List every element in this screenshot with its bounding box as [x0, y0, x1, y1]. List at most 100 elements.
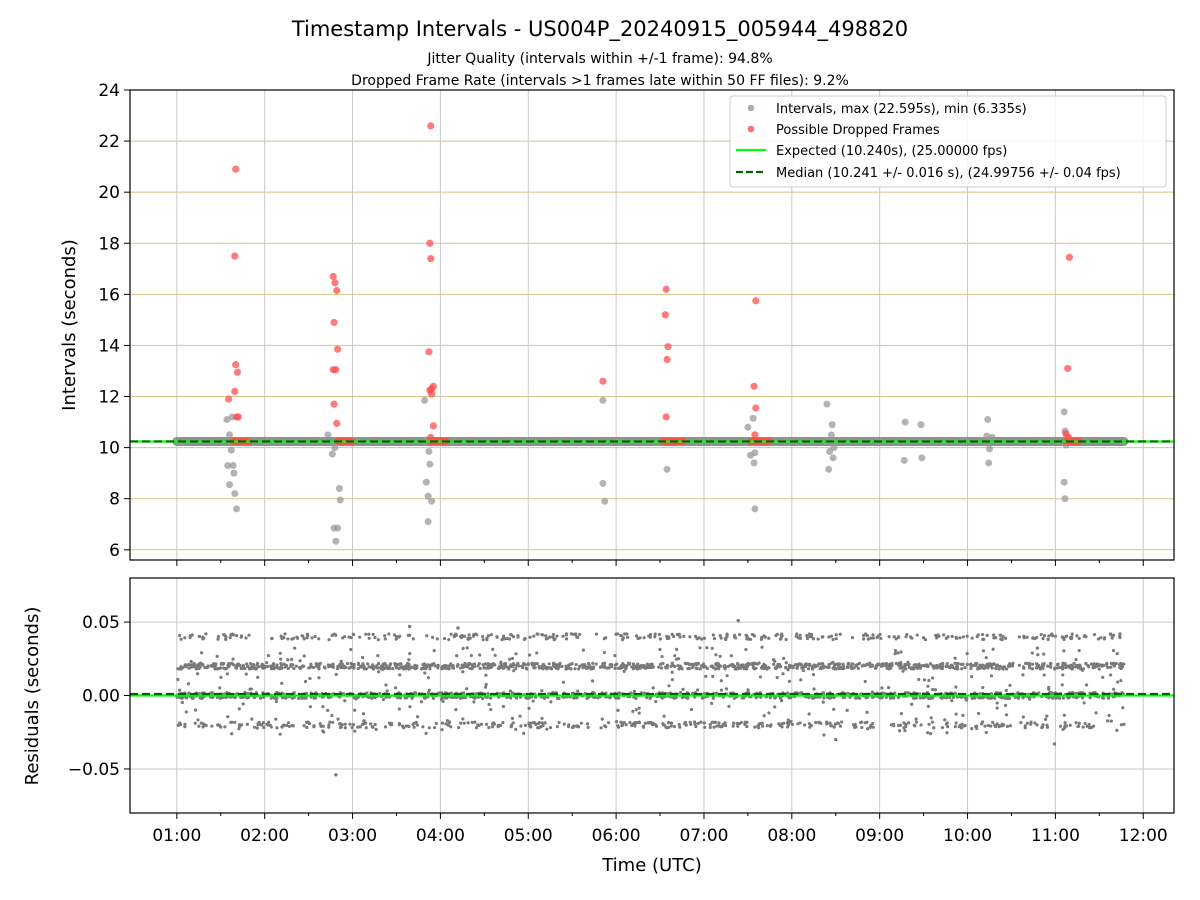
residual-point [370, 696, 374, 700]
residual-point [433, 664, 437, 668]
residual-point [317, 637, 321, 641]
residual-point [275, 726, 279, 730]
residual-point [246, 691, 250, 696]
residual-point [1074, 657, 1078, 662]
residual-point [179, 637, 183, 641]
legend-box [729, 95, 1167, 188]
figure-title: Timestamp Intervals - US004P_20240915_00… [291, 17, 908, 42]
residual-point [376, 661, 381, 666]
residual-point [1031, 636, 1035, 640]
residual-point [396, 635, 401, 639]
residuals-plot: −0.050.000.05 01:00 02:00 03:00 04:00 05:00 0… [22, 577, 1175, 876]
residual-point [821, 665, 825, 670]
residual-point [219, 675, 223, 679]
residual-point [407, 624, 412, 629]
residual-point [716, 724, 721, 728]
residual-point [343, 726, 347, 730]
residual-point [1046, 637, 1050, 642]
residual-point [373, 722, 377, 727]
residual-point [371, 663, 375, 667]
dropped-frame-point [330, 400, 338, 408]
dropped-frame-point [662, 285, 670, 293]
residual-point [540, 721, 544, 725]
residual-point [1061, 727, 1065, 732]
residual-point [1108, 632, 1113, 636]
residual-point [447, 720, 452, 724]
residual-point [1025, 635, 1029, 639]
residual-point [1033, 721, 1037, 725]
residual-point [662, 723, 666, 727]
residual-point [893, 648, 898, 653]
residual-point [1042, 661, 1046, 666]
residual-point [636, 662, 640, 666]
residual-point [1109, 665, 1113, 669]
residual-point [411, 637, 415, 641]
residual-point [633, 724, 637, 728]
interval-point [227, 446, 235, 454]
residual-point [456, 662, 460, 667]
residual-point [383, 634, 387, 638]
residual-point [854, 725, 858, 729]
residual-point [943, 718, 947, 722]
residual-point [1000, 666, 1005, 670]
residual-point [892, 635, 896, 639]
residual-point [734, 636, 738, 640]
residual-point [466, 637, 470, 641]
residual-point [447, 664, 451, 668]
residuals-y-axis-label: Residuals (seconds) [22, 607, 43, 786]
residual-point [995, 663, 999, 667]
residual-point [724, 637, 728, 642]
residual-point [1074, 665, 1078, 669]
residual-point [317, 667, 321, 671]
residual-point [602, 664, 607, 668]
residual-point [467, 633, 471, 637]
residuals-x-tick-label: 07:00 [679, 826, 728, 846]
residual-point [985, 662, 989, 667]
residual-point [625, 632, 629, 636]
interval-point [829, 454, 837, 462]
residual-point [935, 636, 939, 640]
residual-point [577, 667, 581, 671]
residual-point [1068, 666, 1072, 670]
residual-point [1004, 688, 1008, 692]
residual-point [265, 661, 269, 665]
residual-point [997, 725, 1001, 729]
residual-point [696, 688, 700, 692]
residual-point [412, 725, 416, 729]
residual-point [1084, 661, 1088, 666]
residual-point [965, 662, 969, 667]
residual-point [424, 667, 428, 671]
interval-point [428, 497, 436, 505]
residual-point [339, 665, 343, 670]
residual-point [365, 691, 369, 695]
residual-point [486, 634, 491, 638]
residual-point [670, 670, 674, 674]
residual-point [508, 657, 512, 661]
residual-point [552, 638, 556, 642]
residual-point [223, 667, 228, 671]
residual-point [795, 632, 799, 636]
residual-point [481, 663, 485, 667]
residual-point [849, 666, 853, 670]
residual-point [970, 636, 974, 640]
residual-point [564, 633, 569, 637]
residual-point [680, 696, 684, 700]
residual-point [658, 637, 662, 641]
residual-point [922, 695, 927, 700]
residual-point [662, 714, 666, 718]
residual-point [342, 664, 346, 668]
residual-point [190, 665, 194, 669]
residual-point [527, 653, 532, 657]
intervals-y-tick-label: 18 [98, 234, 120, 254]
residual-point [897, 661, 901, 665]
residual-point [1004, 667, 1009, 671]
residual-point [832, 725, 836, 729]
residual-point [880, 662, 884, 666]
residual-point [330, 713, 334, 718]
residuals-x-ticks: 01:00 02:00 03:00 04:00 05:00 06:00 07:00 08:00… [152, 813, 1168, 846]
residual-point [481, 638, 485, 642]
residual-point [292, 666, 296, 671]
residual-point [822, 696, 826, 700]
residual-point [340, 723, 344, 727]
residual-point [512, 669, 516, 673]
